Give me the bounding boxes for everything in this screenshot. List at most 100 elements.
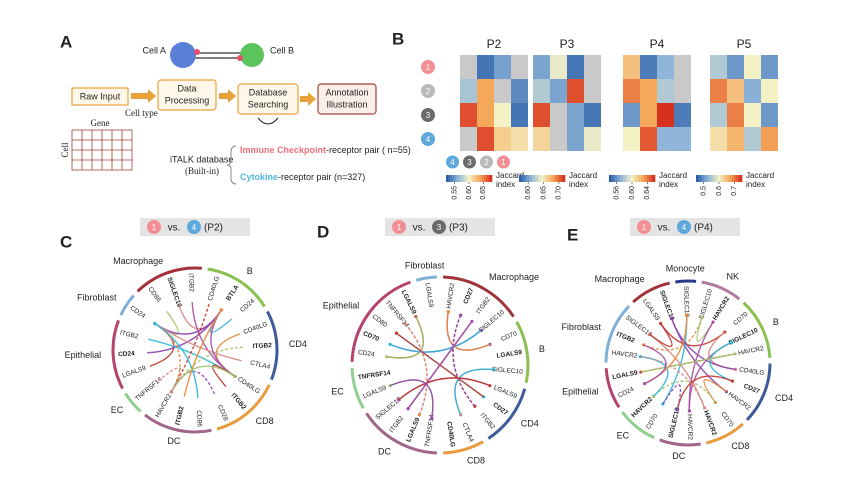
heat-cell (640, 55, 657, 79)
colorbar-tick-label: 0.60 (525, 186, 532, 200)
group-arc (350, 368, 365, 409)
colorbar-step (613, 175, 616, 182)
gene-label: LGALS9 (493, 384, 519, 400)
heat-cell (623, 127, 640, 151)
group-arc (632, 281, 671, 304)
heat-cell (744, 103, 761, 127)
chord (643, 344, 667, 385)
colorbar-step (627, 175, 630, 182)
colorbar-step (547, 175, 550, 182)
gene-label: CD24 (239, 298, 257, 314)
colorbar-label: index (659, 180, 678, 189)
gene-label: CD40LG (236, 376, 261, 396)
header-vs: vs. (168, 223, 181, 234)
heat-cell (710, 103, 727, 127)
heat-cell (657, 55, 674, 79)
colorbar-tick-label: 0.55 (451, 186, 458, 200)
group-arc (266, 310, 279, 381)
gene-label: CD28 (216, 404, 229, 422)
group-label: B (247, 266, 253, 276)
colorbar-step (446, 175, 449, 182)
row-badge (421, 108, 435, 122)
panel-label: E (567, 225, 578, 244)
chord-end (403, 322, 407, 326)
group-label: EC (111, 405, 124, 415)
chord (709, 341, 733, 382)
chord (452, 314, 476, 407)
gene-label: SIGLEC10 (668, 406, 682, 439)
step-label: Raw Input (80, 91, 121, 101)
colorbar-step (738, 175, 741, 182)
row-label: 2 (426, 87, 431, 96)
colorbar-step (629, 175, 632, 182)
cell-b-label: Cell B (270, 45, 294, 55)
colorbar-step (710, 175, 713, 182)
group-label: B (773, 317, 779, 327)
heat-cell (477, 103, 494, 127)
chord-end (675, 408, 679, 412)
group-label: CD4 (289, 339, 307, 349)
matrix-cell-type: Cell type (125, 108, 158, 118)
step-box (71, 87, 129, 106)
colorbar-step (549, 175, 552, 182)
gene-label: CD70 (500, 330, 518, 343)
pair-text: -receptor pair (n=327) (278, 172, 365, 182)
group-arc (443, 440, 484, 455)
gene-label: CD40LG (445, 421, 456, 447)
heat-cell (584, 79, 601, 103)
heat-cell (460, 55, 477, 79)
gene-label: HAVCR2 (738, 345, 765, 357)
chord-panel: E 1 vs. 4 (P4) Macrophage LGALS9 SIGLEC10 Monocy… (561, 218, 793, 461)
group-arc (119, 294, 135, 316)
chord (183, 309, 223, 397)
gene-label: HAVCR2 (611, 350, 638, 360)
heat-cell (674, 103, 691, 127)
heat-cell (550, 79, 567, 103)
chord (154, 322, 199, 398)
colorbar-step (450, 175, 453, 182)
colorbar-step (617, 175, 620, 182)
gene-label: ITGB2 (187, 273, 195, 293)
matrix-gene: Gene (91, 118, 110, 128)
row-label: 4 (426, 135, 431, 144)
group-arc (350, 280, 411, 362)
matrix-cell: Cell (60, 142, 70, 157)
colorbar-tick-label: 0.56 (614, 186, 621, 200)
heat-cell (584, 127, 601, 151)
colorbar-step (736, 175, 739, 182)
colorbar-step (474, 175, 477, 182)
header-left: 1 (397, 223, 402, 232)
colorbar-step (484, 175, 487, 182)
receptor (237, 55, 243, 61)
heat-cell (727, 55, 744, 79)
chord-end (492, 367, 496, 372)
colorbar-step (488, 175, 491, 182)
chord (643, 316, 703, 351)
colorbar-label: Jaccard (569, 171, 597, 180)
colorbar-tick-label: 0.7 (731, 186, 738, 196)
colorbar-step (559, 175, 562, 182)
header-vs: vs. (413, 223, 426, 234)
heat-cell (567, 55, 584, 79)
gene-label: CD27 (743, 383, 761, 396)
chord (640, 355, 669, 397)
colorbar-step (633, 175, 636, 182)
header-left: 1 (642, 223, 647, 232)
colorbar-step (448, 175, 451, 182)
colorbar-step (621, 175, 624, 182)
row-label: 1 (426, 63, 431, 72)
gene-label: ITGB2 (253, 342, 273, 350)
colorbar-step (698, 175, 701, 182)
chord-end (459, 313, 463, 317)
colorbar-step (470, 175, 473, 182)
colorbar-step (452, 175, 455, 182)
colorbar-step (468, 175, 471, 182)
heat-cell (511, 127, 528, 151)
colorbar-step (637, 175, 640, 182)
heatmap-title: P2 (487, 37, 502, 51)
colorbar-step (714, 175, 717, 182)
gene-label: ITGB2 (479, 412, 497, 431)
group-arc (701, 280, 741, 301)
col-label: 1 (501, 158, 506, 167)
group-arc (111, 319, 124, 390)
